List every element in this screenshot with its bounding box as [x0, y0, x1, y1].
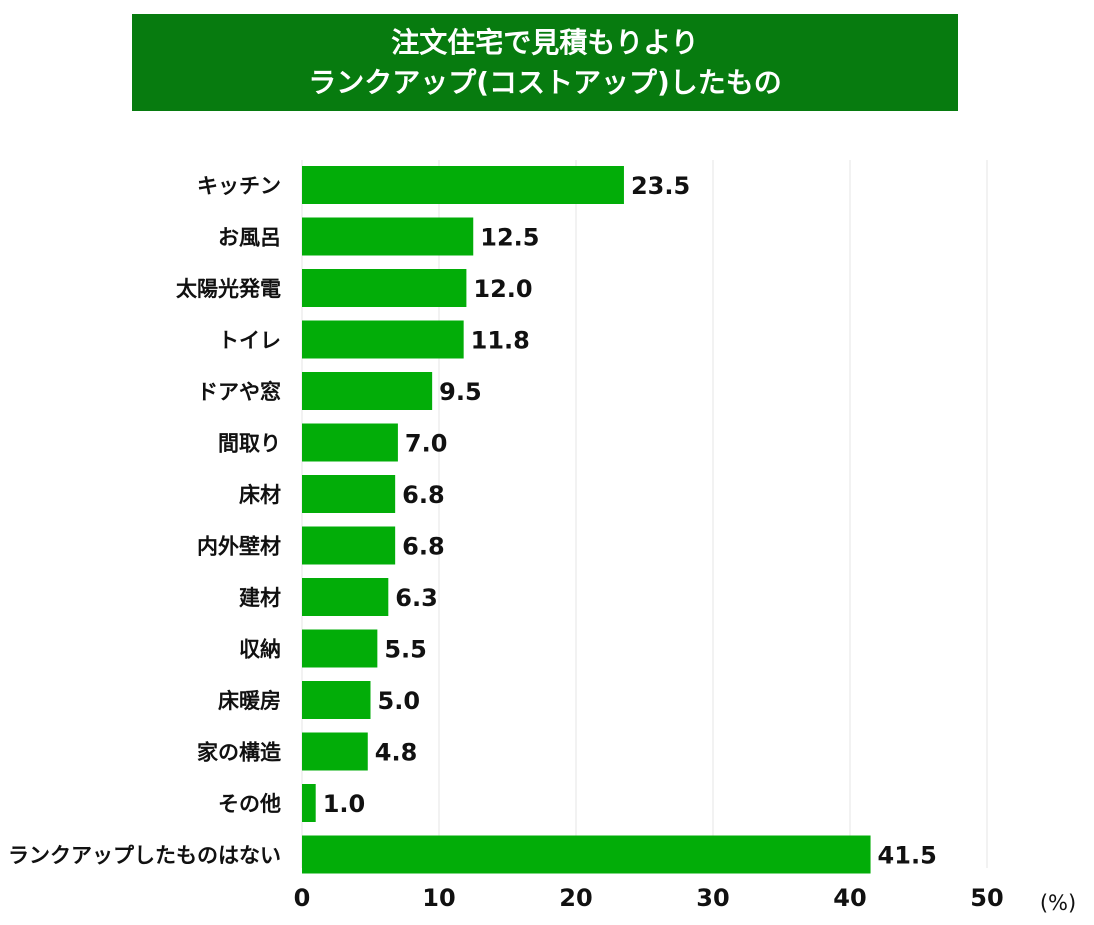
value-label: 9.5 — [439, 378, 482, 406]
value-label: 11.8 — [471, 327, 530, 355]
x-tick-label: 30 — [696, 884, 729, 912]
category-label: 収納 — [239, 638, 281, 662]
x-tick-label: 50 — [970, 884, 1003, 912]
bar — [302, 320, 464, 359]
value-label: 6.8 — [402, 533, 445, 561]
category-label: キッチン — [197, 174, 281, 198]
bar — [302, 784, 316, 822]
chart-title-box: 注文住宅で見積もりより ランクアップ(コストアップ)したもの — [132, 14, 958, 111]
x-tick-label: 20 — [559, 884, 592, 912]
category-label: 太陽光発電 — [176, 277, 281, 301]
bar — [302, 166, 624, 204]
bar — [302, 372, 433, 410]
category-label: 床材 — [239, 483, 281, 507]
category-label: トイレ — [218, 329, 281, 353]
category-label: その他 — [218, 792, 281, 816]
category-label: 間取り — [218, 432, 281, 456]
x-tick-label: 0 — [294, 884, 311, 912]
value-label: 23.5 — [631, 172, 690, 200]
bar — [302, 475, 396, 513]
unit-label: (%) — [1040, 891, 1076, 915]
category-label: 建材 — [239, 586, 281, 610]
bar — [302, 835, 871, 874]
category-label: 家の構造 — [197, 741, 282, 765]
value-label: 5.0 — [378, 687, 421, 715]
bar — [302, 681, 371, 719]
bar — [302, 269, 467, 307]
bar — [302, 526, 396, 565]
value-label: 12.0 — [473, 275, 532, 303]
value-label: 1.0 — [323, 790, 366, 818]
bar — [302, 423, 398, 462]
value-label: 6.8 — [402, 481, 445, 509]
category-label: お風呂 — [218, 226, 281, 250]
category-label: ランクアップしたものはない — [8, 844, 281, 868]
value-label: 4.8 — [375, 739, 418, 767]
category-label: ドアや窓 — [197, 380, 281, 404]
category-label: 床暖房 — [218, 689, 281, 713]
category-label: 内外壁材 — [197, 535, 281, 559]
value-label: 41.5 — [878, 842, 937, 870]
value-label: 5.5 — [384, 636, 427, 664]
value-label: 12.5 — [480, 224, 539, 252]
bar — [302, 578, 389, 616]
x-tick-label: 10 — [422, 884, 455, 912]
chart-title-line-2: ランクアップ(コストアップ)したもの — [308, 65, 782, 99]
bar — [302, 732, 368, 771]
value-label: 6.3 — [395, 584, 438, 612]
bar — [302, 217, 474, 256]
chart-title-line-1: 注文住宅で見積もりより — [391, 25, 699, 59]
value-label: 7.0 — [405, 430, 448, 458]
bar — [302, 629, 378, 668]
x-tick-label: 40 — [833, 884, 866, 912]
